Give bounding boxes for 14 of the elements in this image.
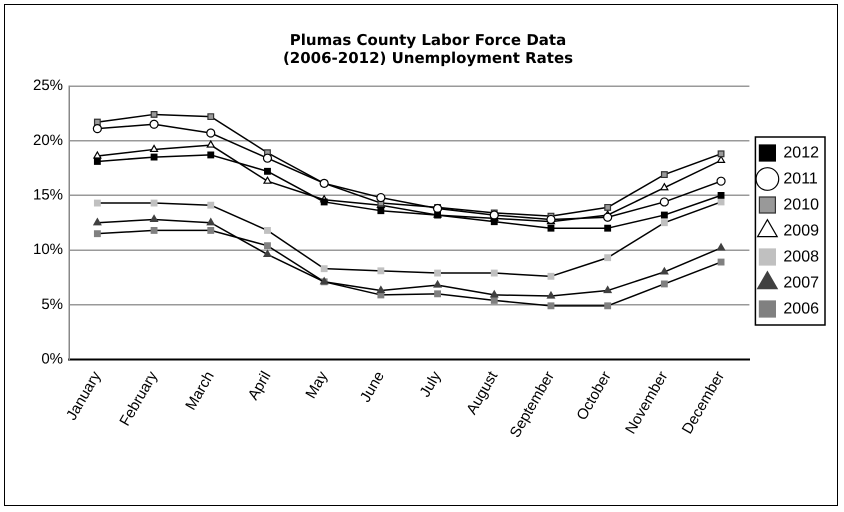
y-tick-label: 5% (41, 296, 64, 313)
legend-label: 2006 (783, 300, 820, 318)
chart-title: Plumas County Labor Force Data (2006-2012) Unemployment Rates (282, 30, 574, 67)
legend-label: 2008 (783, 248, 820, 266)
legend-label: 2009 (783, 222, 820, 240)
legend-label: 2010 (783, 196, 820, 214)
y-tick-label: 25% (32, 77, 64, 94)
y-tick-label: 20% (32, 132, 64, 149)
y-tick-label: 15% (32, 186, 64, 204)
legend-label: 2007 (783, 274, 820, 292)
y-tick-label: 10% (32, 241, 64, 258)
legend-label: 2012 (783, 144, 820, 162)
legend-label: 2011 (783, 170, 818, 188)
y-tick-label: 0% (41, 350, 64, 368)
